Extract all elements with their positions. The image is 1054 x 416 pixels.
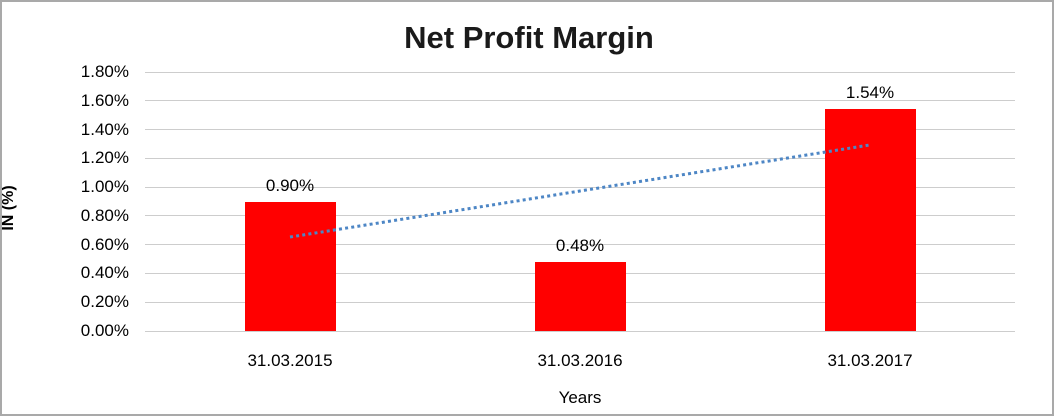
y-axis-title: IN (%) <box>0 185 17 231</box>
bar-31.03.2015[interactable] <box>244 201 336 331</box>
bar-data-label: 0.48% <box>555 235 605 255</box>
y-tick-label: 1.00% <box>80 177 129 197</box>
y-tick-label: 0.40% <box>80 263 129 283</box>
x-tick-label: 31.03.2015 <box>247 351 333 370</box>
y-tick-label: 0.20% <box>80 292 129 312</box>
x-tick-label: 31.03.2016 <box>537 351 623 370</box>
y-gridline <box>145 71 1015 73</box>
y-tick-label: 1.60% <box>80 90 129 110</box>
bar-data-label: 1.54% <box>845 83 895 103</box>
chart-title: Net Profit Margin <box>404 20 654 55</box>
bar-data-label: 0.90% <box>265 175 315 195</box>
y-gridline <box>145 129 1015 131</box>
y-tick-label: 1.80% <box>80 62 129 81</box>
y-tick-label: 0.60% <box>80 234 129 254</box>
y-gridline <box>145 100 1015 102</box>
y-gridline <box>145 330 1015 332</box>
y-gridline <box>145 244 1015 246</box>
y-tick-label: 0.00% <box>80 321 129 340</box>
bar-31.03.2017[interactable] <box>824 109 916 331</box>
y-tick-label: 1.40% <box>80 119 129 139</box>
y-tick-label: 0.80% <box>80 205 129 225</box>
x-tick-label: 31.03.2017 <box>827 351 913 370</box>
x-axis-title: Years <box>558 388 602 407</box>
y-tick-label: 1.20% <box>80 148 129 168</box>
bar-31.03.2016[interactable] <box>534 261 626 331</box>
